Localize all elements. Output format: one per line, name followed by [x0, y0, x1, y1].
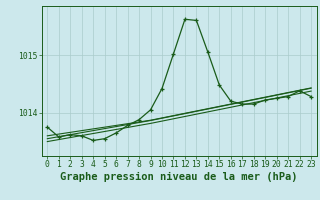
X-axis label: Graphe pression niveau de la mer (hPa): Graphe pression niveau de la mer (hPa) [60, 172, 298, 182]
